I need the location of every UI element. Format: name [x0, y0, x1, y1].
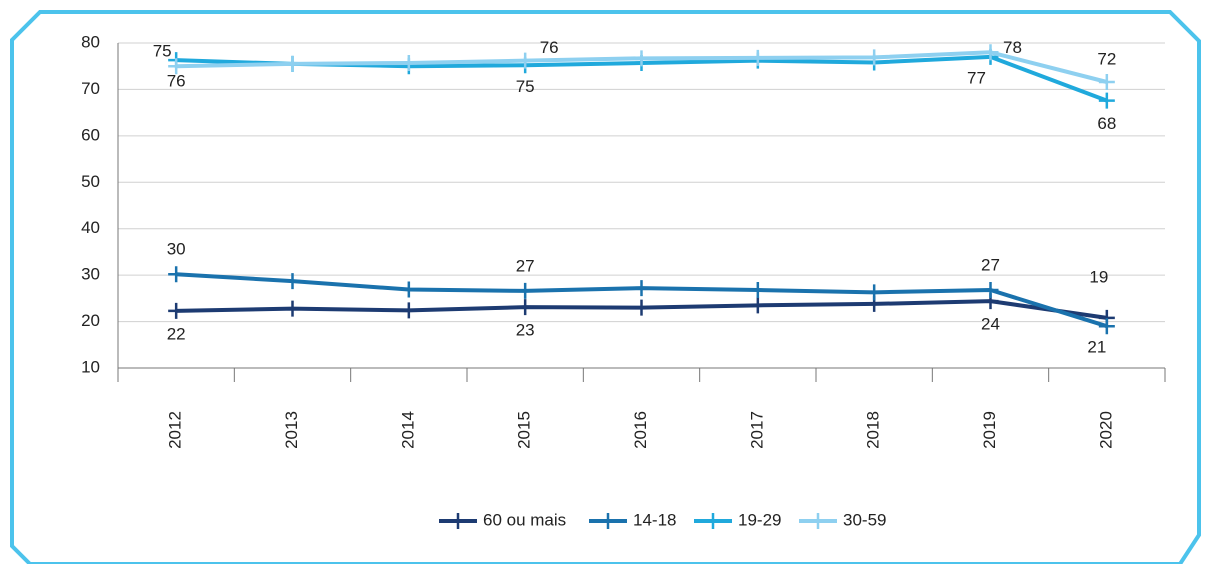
data-label: 78 [1003, 38, 1022, 57]
point-marker [400, 54, 417, 71]
data-label: 77 [967, 68, 986, 87]
point-marker [284, 300, 301, 317]
data-label: 24 [981, 315, 1000, 334]
data-label: 76 [540, 38, 559, 57]
y-tick-label: 10 [81, 357, 100, 376]
point-marker [633, 299, 650, 316]
data-label: 68 [1097, 114, 1116, 133]
point-marker [517, 299, 534, 316]
point-marker [633, 280, 650, 297]
x-tick-label: 2013 [282, 411, 301, 449]
point-marker [749, 49, 766, 66]
legend-marker [705, 513, 721, 529]
point-marker [168, 266, 185, 283]
data-label: 72 [1097, 49, 1116, 68]
legend-label: 14-18 [633, 510, 676, 529]
frame [10, 10, 1201, 564]
point-marker [749, 282, 766, 298]
y-tick-label: 80 [81, 32, 100, 51]
data-label: 27 [516, 256, 535, 275]
x-tick-label: 2016 [631, 411, 650, 449]
y-tick-label: 60 [81, 125, 100, 144]
point-marker [982, 282, 999, 298]
data-label: 19 [1089, 268, 1108, 287]
point-marker [982, 44, 999, 61]
legend-marker [600, 513, 616, 529]
point-marker [517, 52, 534, 69]
x-tick-label: 2012 [166, 411, 185, 449]
data-label: 76 [167, 72, 186, 91]
data-label: 75 [153, 42, 172, 61]
legend-marker [810, 513, 826, 529]
point-marker [517, 282, 534, 299]
point-marker [866, 49, 883, 66]
x-tick-label: 2018 [864, 411, 883, 449]
legend-label: 30-59 [843, 510, 886, 529]
point-marker [284, 273, 301, 290]
point-marker [284, 55, 301, 72]
point-marker [168, 302, 185, 319]
point-marker [866, 284, 883, 301]
x-tick-label: 2019 [980, 411, 999, 449]
point-marker [633, 50, 650, 67]
y-tick-label: 40 [81, 218, 100, 237]
data-label: 75 [516, 77, 535, 96]
point-marker [1098, 318, 1115, 335]
data-label: 22 [167, 324, 186, 343]
x-tick-label: 2017 [747, 411, 766, 449]
legend-label: 19-29 [738, 510, 781, 529]
legend-marker [450, 513, 466, 529]
y-tick-label: 70 [81, 79, 100, 98]
x-tick-label: 2020 [1096, 411, 1115, 449]
x-tick-label: 2015 [515, 411, 534, 449]
point-marker [1098, 74, 1115, 90]
y-tick-label: 20 [81, 311, 100, 330]
x-tick-label: 2014 [398, 411, 417, 449]
data-label: 23 [516, 321, 535, 340]
data-label: 21 [1087, 337, 1106, 356]
point-marker [1098, 92, 1115, 109]
point-marker [400, 281, 417, 298]
y-tick-label: 30 [81, 265, 100, 284]
point-marker [749, 297, 766, 314]
legend-label: 60 ou mais [483, 510, 566, 529]
point-marker [400, 302, 417, 319]
point-marker [168, 58, 185, 75]
y-tick-label: 50 [81, 172, 100, 191]
data-label: 30 [167, 240, 186, 259]
data-label: 27 [981, 255, 1000, 274]
